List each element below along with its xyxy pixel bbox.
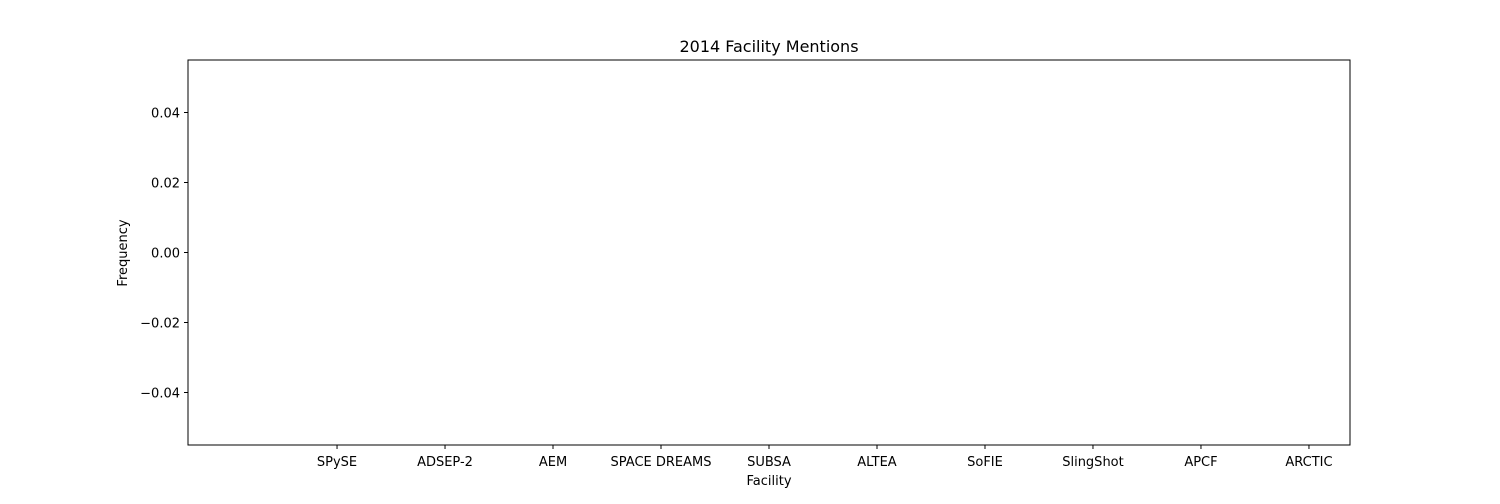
y-tick-label: 0.04 bbox=[151, 107, 180, 122]
x-tick-label: SPySE bbox=[317, 455, 357, 470]
y-tick-label: 0.00 bbox=[151, 247, 180, 262]
x-tick-label: SUBSA bbox=[747, 455, 791, 470]
x-tick-label: AEM bbox=[539, 455, 567, 470]
x-tick-label: SPACE DREAMS bbox=[611, 455, 712, 470]
y-tick-label: 0.02 bbox=[151, 177, 180, 192]
x-tick-label: SoFIE bbox=[967, 455, 1003, 470]
x-tick-label: ALTEA bbox=[857, 455, 897, 470]
x-tick-label: ADSEP-2 bbox=[417, 455, 473, 470]
y-tick-label: −0.04 bbox=[140, 387, 180, 402]
x-axis: SPySE ADSEP-2 AEM SPACE DREAMS SUBSA ALTEA SoF… bbox=[317, 445, 1333, 470]
x-tick-label: APCF bbox=[1184, 455, 1217, 470]
x-tick-label: SlingShot bbox=[1062, 455, 1124, 470]
y-axis: 0.04 0.02 0.00 −0.02 −0.04 bbox=[140, 107, 188, 402]
x-tick-label: ARCTIC bbox=[1285, 455, 1332, 470]
x-axis-label: Facility bbox=[746, 474, 791, 489]
chart-title: 2014 Facility Mentions bbox=[679, 37, 858, 56]
plot-area bbox=[187, 59, 1351, 446]
y-tick-label: −0.02 bbox=[140, 317, 180, 332]
y-axis-label: Frequency bbox=[116, 219, 131, 286]
